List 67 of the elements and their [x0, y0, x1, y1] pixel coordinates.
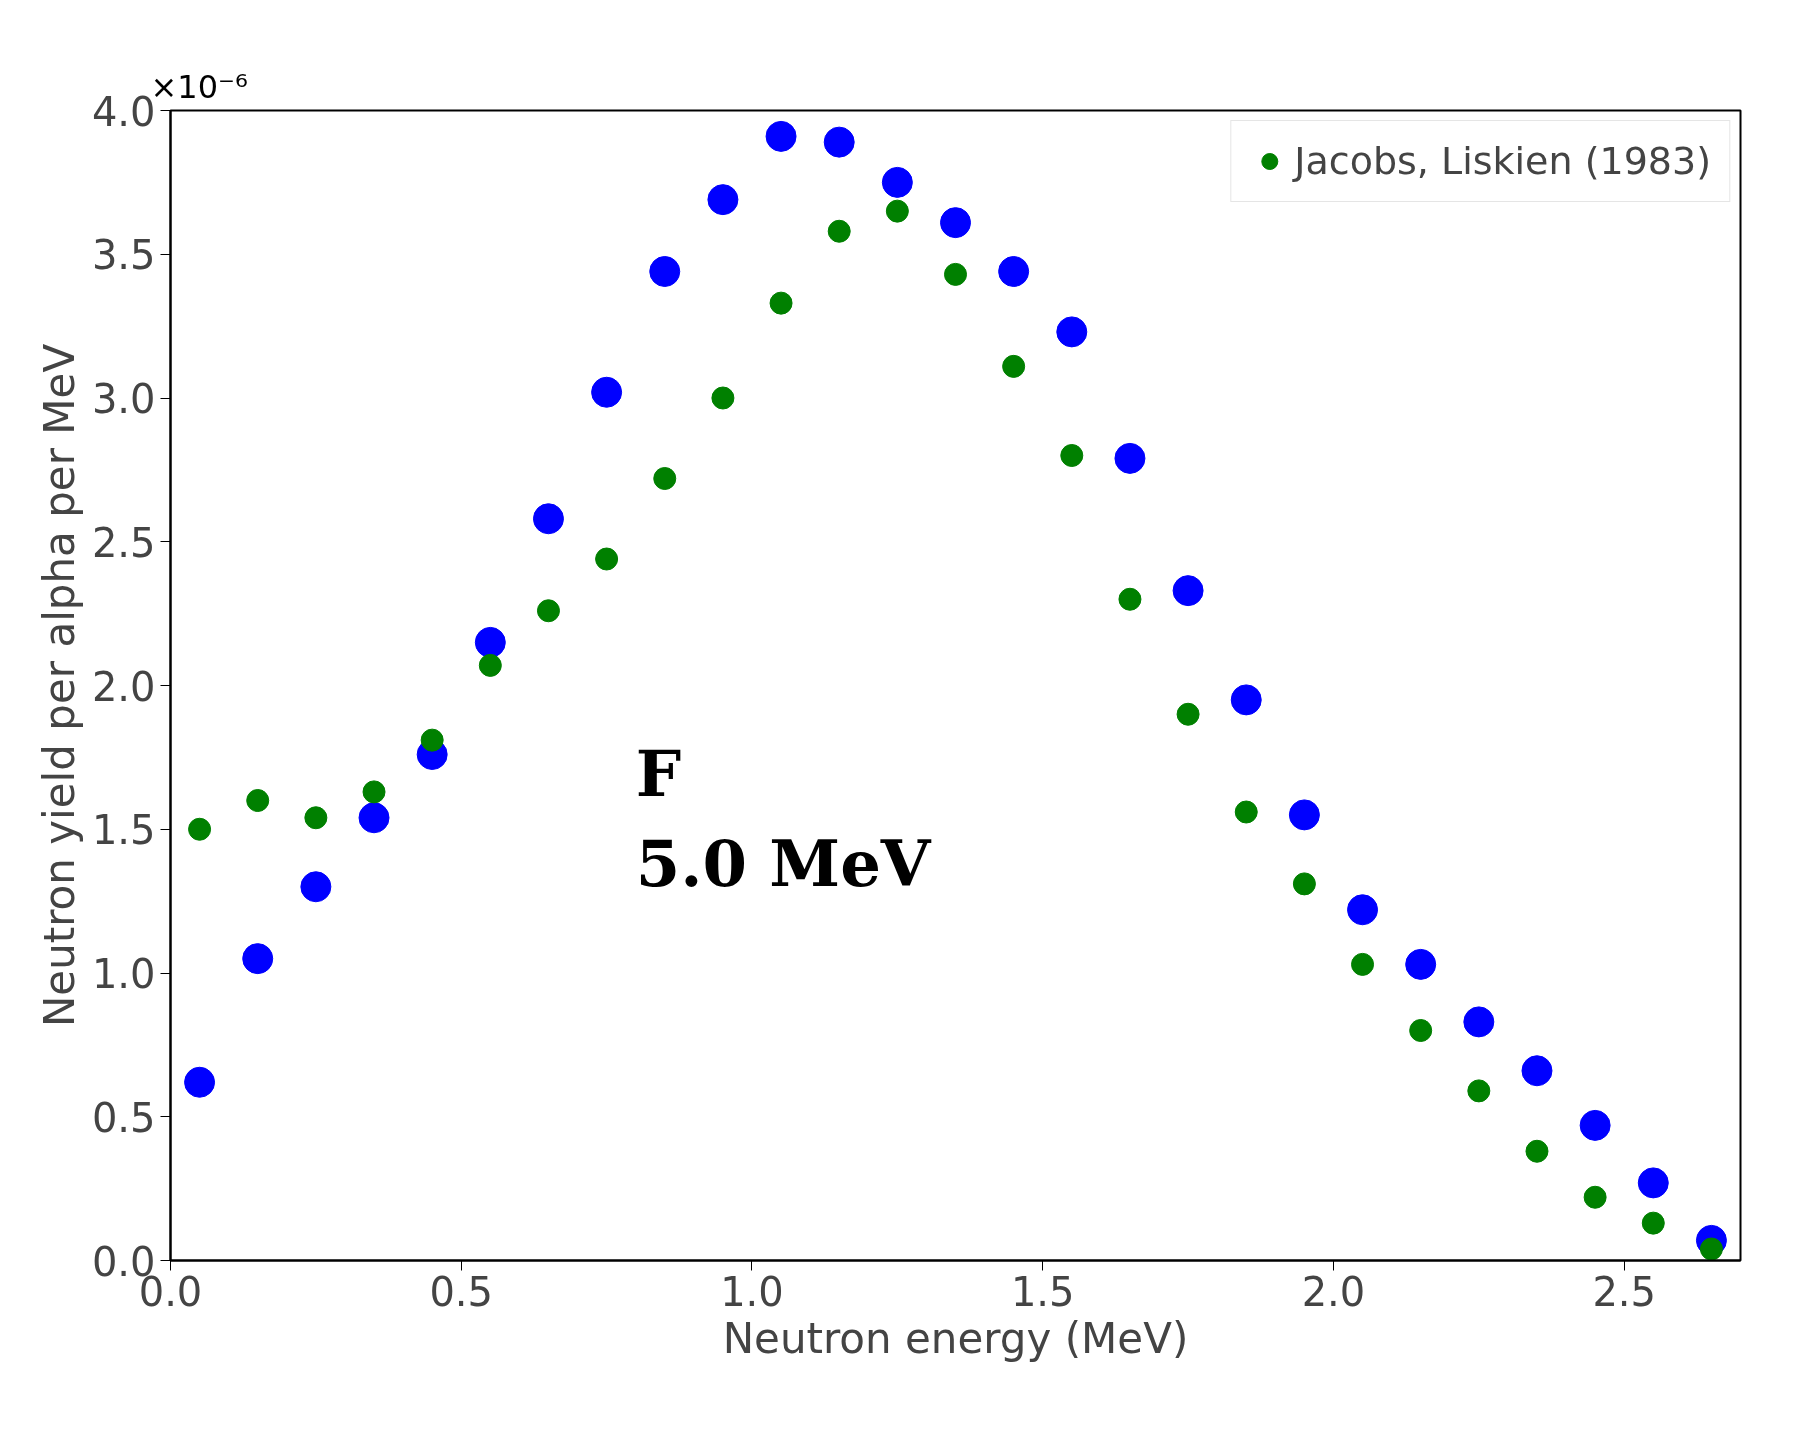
y-tick-label: 1.5 — [91, 807, 156, 854]
y-tick-label: 2.5 — [91, 519, 156, 566]
point — [998, 256, 1030, 287]
x-tick-label: 1.0 — [720, 1268, 784, 1315]
point — [1230, 684, 1262, 716]
point — [707, 184, 739, 216]
point — [1172, 575, 1204, 607]
point — [653, 467, 677, 490]
point — [358, 802, 390, 834]
point — [1234, 800, 1258, 824]
point — [188, 817, 212, 841]
y-tick-label: 3.0 — [91, 376, 156, 422]
point — [827, 219, 851, 243]
point — [1347, 894, 1379, 926]
point — [1463, 1006, 1495, 1038]
legend-label: Jacobs, Liskien (1983) — [1294, 139, 1711, 183]
x-tick-label: 2.5 — [1592, 1268, 1657, 1315]
point — [1288, 799, 1320, 831]
point — [595, 547, 619, 571]
point — [1637, 1167, 1669, 1199]
point — [1056, 316, 1088, 348]
point — [765, 120, 797, 152]
point — [478, 653, 502, 677]
y-axis-title: Neutron yield per alpha per MeV — [34, 343, 84, 1028]
point — [420, 728, 444, 752]
point — [304, 806, 328, 830]
point — [532, 503, 564, 535]
point — [1292, 872, 1316, 896]
point — [184, 1066, 216, 1098]
point — [1467, 1079, 1491, 1103]
y-tick-label: 1.0 — [91, 951, 156, 997]
point — [823, 126, 855, 158]
point — [242, 943, 274, 975]
y-tick-label: 2.0 — [91, 663, 156, 710]
point — [769, 291, 793, 315]
x-tick-label: 1.5 — [1010, 1268, 1075, 1315]
y-tick-label: 3.5 — [91, 232, 156, 279]
x-axis-title: Neutron energy (MeV) — [722, 1313, 1189, 1363]
point — [1060, 444, 1084, 467]
x-tick-label: 0.5 — [429, 1268, 494, 1315]
point — [1521, 1055, 1553, 1087]
point — [1002, 354, 1026, 378]
point — [362, 780, 386, 804]
x-tick-label: 2.0 — [1301, 1268, 1366, 1315]
point — [1525, 1139, 1549, 1163]
point — [591, 376, 623, 408]
point — [1118, 587, 1142, 611]
y-tick-label: 0.5 — [91, 1094, 156, 1141]
point — [940, 207, 971, 239]
point — [246, 789, 270, 812]
point — [1351, 952, 1375, 976]
point — [1641, 1211, 1665, 1235]
point — [1114, 442, 1146, 474]
point — [711, 386, 735, 410]
point — [1409, 1019, 1433, 1042]
point — [1176, 702, 1200, 726]
point — [1583, 1185, 1607, 1209]
point — [1579, 1109, 1611, 1141]
point — [649, 256, 681, 287]
point — [536, 599, 560, 623]
point — [474, 626, 506, 658]
point — [1405, 948, 1437, 980]
point — [881, 166, 913, 198]
point — [885, 199, 909, 223]
point — [300, 871, 332, 903]
annotation: F 5.0 MeV — [635, 736, 932, 902]
point — [944, 262, 967, 286]
